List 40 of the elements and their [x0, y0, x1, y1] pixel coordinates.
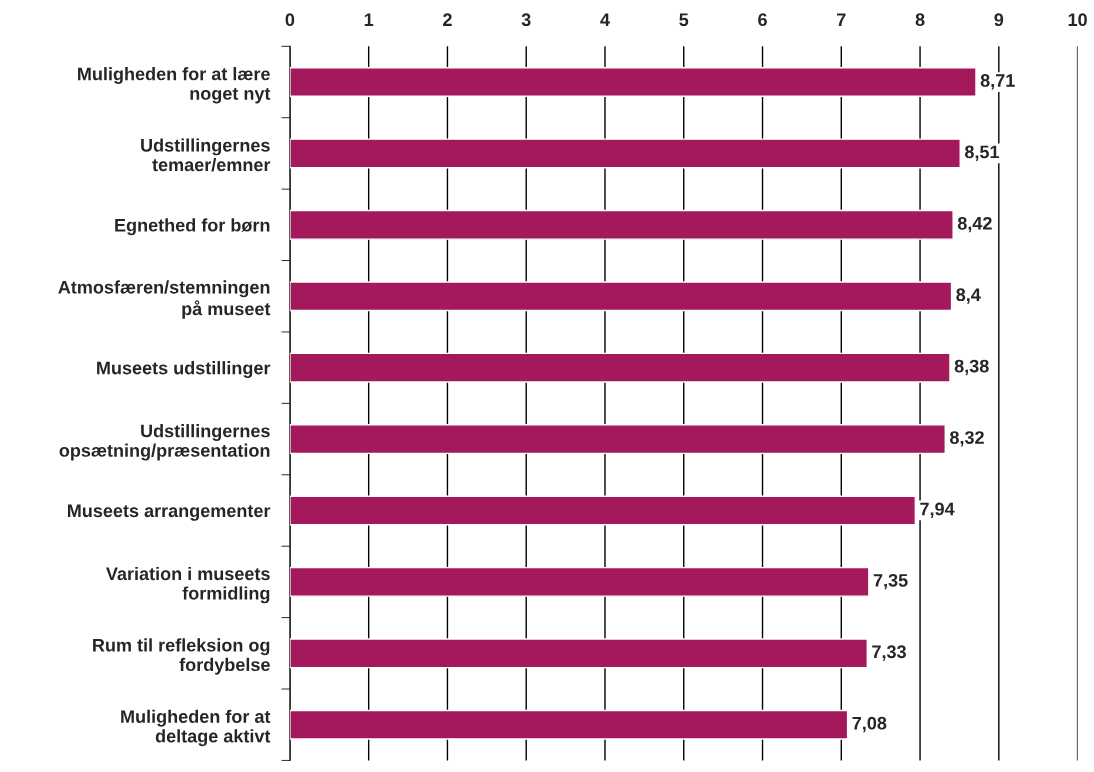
bar — [289, 566, 870, 597]
data-label: 8,71 — [980, 74, 1015, 90]
bar — [289, 209, 954, 240]
data-label: 8,38 — [954, 359, 989, 376]
data-label: 7,33 — [872, 645, 906, 661]
x-tick-label: 3 — [521, 13, 531, 27]
bar — [289, 138, 961, 169]
data-label: 8,4 — [956, 288, 981, 304]
x-tick-label: 2 — [443, 13, 452, 26]
x-tick-label: 5 — [679, 13, 689, 27]
y-tick-label: Udstillingernes opsætning/præsentation — [59, 424, 270, 461]
x-tick-label: 0 — [285, 13, 295, 27]
y-tick-label: Muligheden for at deltage aktivt — [121, 709, 271, 747]
y-tick-label: Egnethed for børn — [115, 218, 270, 236]
bar — [289, 638, 868, 669]
y-tick-label: Rum til refleksion og fordybelse — [93, 638, 270, 675]
x-tick-label: 4 — [600, 13, 610, 26]
y-tick-label: Museets arrangementer — [67, 504, 271, 521]
y-tick-label: Variation i museets formidling — [106, 566, 270, 604]
x-tick-label: 1 — [364, 13, 374, 26]
y-tick-label: Udstillingernes temaer/emner — [141, 138, 271, 172]
bar — [289, 352, 951, 383]
y-tick-label: Museets udstillinger — [97, 361, 271, 379]
data-label: 7,08 — [852, 716, 887, 733]
bar — [289, 424, 946, 455]
data-label: 7,35 — [873, 573, 908, 590]
x-tick-label: 8 — [915, 13, 925, 27]
data-label: 8,32 — [950, 431, 984, 447]
y-tick-label: Muligheden for at lære noget nyt — [78, 67, 271, 104]
x-tick-label: 7 — [837, 13, 846, 26]
data-label: 8,42 — [957, 216, 992, 233]
bar — [289, 281, 953, 312]
bar — [289, 709, 849, 740]
data-label: 7,94 — [920, 502, 955, 518]
x-tick-label: 9 — [994, 13, 1004, 27]
data-label: 8,51 — [964, 145, 1000, 161]
x-tick-label: 10 — [1068, 13, 1087, 27]
y-tick-label: Atmosfæren/stemningen på museet — [58, 280, 271, 319]
x-tick-label: 6 — [758, 13, 767, 27]
bar — [289, 67, 977, 98]
